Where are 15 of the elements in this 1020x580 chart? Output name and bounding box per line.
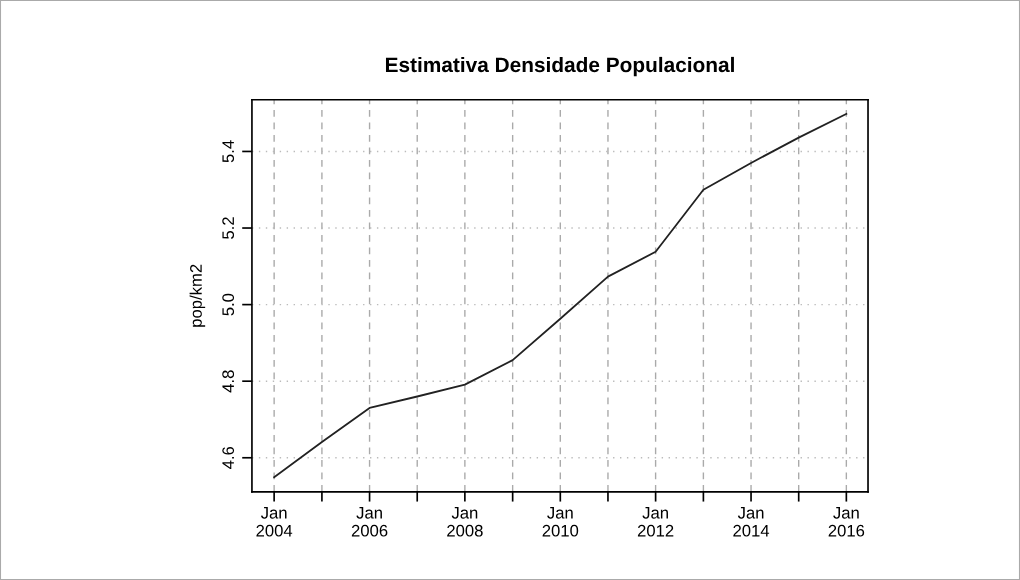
x-tick-label: Jan 2008 — [447, 507, 483, 537]
y-tick-label: 5.2 — [222, 217, 235, 239]
x-tick-label: Jan 2006 — [351, 507, 388, 537]
chart-title: Estimativa Densidade Populacional — [385, 56, 734, 77]
x-tick-label: Jan 2016 — [828, 507, 865, 537]
y-tick-label: 5.4 — [222, 140, 235, 163]
x-tick-label: Jan 2014 — [733, 507, 770, 537]
y-tick-label: 4.8 — [222, 370, 235, 393]
x-tick-label: Jan 2004 — [256, 507, 293, 537]
line-series — [273, 113, 848, 479]
y-axis-title: pop/km2 — [189, 264, 206, 327]
x-tick-label: Jan 2012 — [637, 507, 674, 537]
y-tick-label: 5.0 — [222, 293, 235, 316]
x-tick-label: Jan 2010 — [542, 507, 579, 537]
y-tick-label: 4.6 — [222, 446, 235, 469]
